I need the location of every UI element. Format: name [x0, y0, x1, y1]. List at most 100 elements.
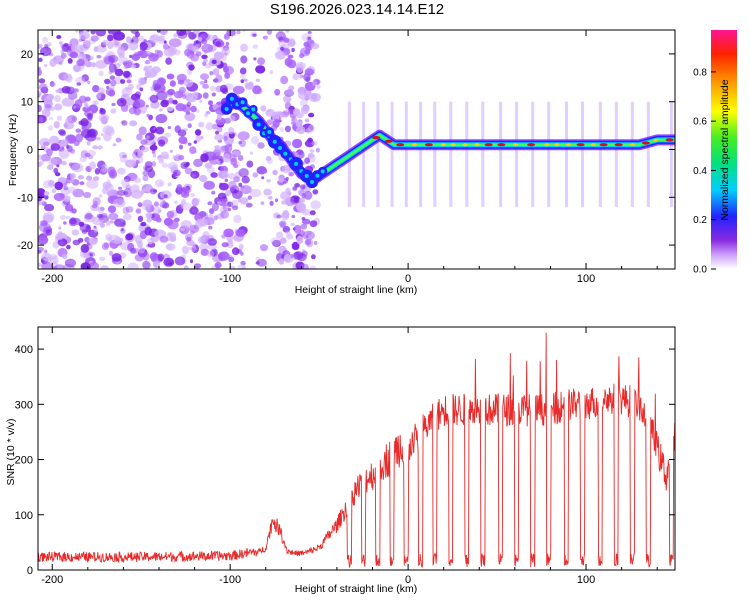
noise-speckle: [200, 38, 208, 45]
snr-x-label: Height of straight line (km): [295, 583, 418, 595]
noise-speckle: [117, 189, 126, 196]
noise-speckle: [69, 148, 76, 154]
noise-speckle: [50, 143, 60, 151]
noise-speckle: [99, 223, 105, 228]
noise-speckle: [308, 112, 315, 118]
ridge-peak: [441, 143, 447, 147]
snr-y-tick-label: 300: [15, 399, 33, 411]
dropout-streak: [449, 101, 453, 207]
noise-speckle: [137, 202, 143, 208]
noise-speckle: [111, 102, 116, 107]
noise-speckle: [113, 31, 125, 41]
noise-speckle: [198, 236, 206, 244]
ridge-peak: [462, 143, 468, 147]
noise-speckle: [216, 114, 222, 121]
noise-speckle: [146, 216, 152, 223]
noise-speckle: [69, 38, 79, 47]
spectrogram-x-tick-label: 100: [577, 273, 595, 285]
noise-speckle: [153, 54, 158, 58]
noise-speckle: [211, 59, 217, 65]
noise-speckle: [216, 127, 223, 133]
noise-speckle: [152, 206, 162, 215]
noise-speckle: [279, 127, 284, 132]
colorbar-tick-label: 0.2: [693, 215, 707, 226]
noise-speckle: [291, 116, 297, 124]
noise-speckle: [151, 149, 156, 154]
noise-speckle: [56, 233, 64, 241]
noise-speckle: [163, 40, 167, 44]
noise-speckle: [316, 84, 321, 89]
noise-speckle: [255, 261, 260, 265]
noise-speckle: [38, 83, 48, 91]
noise-speckle: [272, 119, 280, 128]
noise-speckle: [108, 169, 118, 179]
snr-line: [38, 332, 675, 569]
noise-speckle: [113, 198, 126, 208]
noise-speckle: [64, 204, 74, 212]
noise-speckle: [288, 85, 295, 91]
noise-speckle: [193, 263, 202, 269]
noise-speckle: [142, 175, 149, 182]
noise-speckle: [210, 219, 215, 225]
noise-speckle: [167, 126, 171, 130]
noise-speckle: [48, 158, 58, 166]
noise-speckle: [44, 249, 48, 254]
noise-speckle: [166, 106, 174, 112]
snr-y-tick-label: 100: [15, 510, 33, 522]
noise-speckle: [191, 248, 196, 252]
noise-speckle: [80, 262, 91, 269]
ridge-blob-core: [251, 107, 256, 112]
snr-y-tick-label: 400: [15, 344, 33, 356]
noise-speckle: [231, 205, 239, 211]
noise-speckle: [178, 203, 184, 209]
noise-speckle: [211, 202, 219, 212]
noise-speckle: [139, 87, 144, 92]
noise-speckle: [237, 155, 244, 161]
noise-speckle: [93, 46, 99, 52]
noise-speckle: [167, 162, 178, 170]
noise-speckle: [125, 206, 134, 213]
noise-speckle: [221, 47, 230, 56]
ridge-blob-core: [246, 111, 250, 116]
noise-speckle: [273, 212, 280, 219]
noise-speckle: [299, 263, 309, 269]
noise-speckle: [295, 120, 303, 127]
noise-speckle: [88, 237, 98, 245]
noise-speckle: [219, 53, 227, 62]
noise-speckle: [44, 194, 49, 200]
noise-speckle: [39, 220, 48, 227]
noise-speckle: [51, 188, 57, 194]
noise-speckle: [267, 109, 272, 113]
noise-speckle: [59, 61, 63, 66]
noise-speckle: [151, 161, 157, 167]
dropout-streak: [531, 101, 535, 207]
noise-speckle: [58, 149, 70, 159]
noise-speckle: [133, 177, 142, 184]
noise-speckle: [176, 184, 183, 190]
noise-speckle: [98, 70, 104, 77]
snr-x-tick-label: 0: [405, 574, 411, 586]
noise-speckle: [40, 145, 46, 150]
noise-speckle: [146, 51, 152, 55]
noise-speckle: [178, 86, 186, 94]
noise-speckle: [286, 99, 290, 102]
noise-speckle: [108, 89, 116, 97]
noise-speckle: [107, 34, 114, 42]
noise-speckle: [65, 215, 70, 220]
noise-speckle: [108, 63, 117, 73]
noise-speckle: [208, 100, 213, 106]
noise-speckle: [209, 71, 214, 76]
noise-speckle: [130, 64, 137, 69]
noise-speckle: [202, 83, 210, 89]
noise-speckle: [240, 185, 252, 195]
noise-speckle: [49, 58, 57, 67]
noise-speckle: [189, 259, 194, 264]
noise-speckle: [299, 74, 304, 79]
noise-speckle: [40, 154, 51, 162]
noise-speckle: [303, 41, 310, 48]
noise-speckle: [269, 70, 274, 75]
snr-series: [38, 332, 675, 569]
noise-speckle: [209, 85, 217, 92]
noise-speckle: [43, 191, 50, 196]
noise-speckle: [73, 139, 80, 147]
